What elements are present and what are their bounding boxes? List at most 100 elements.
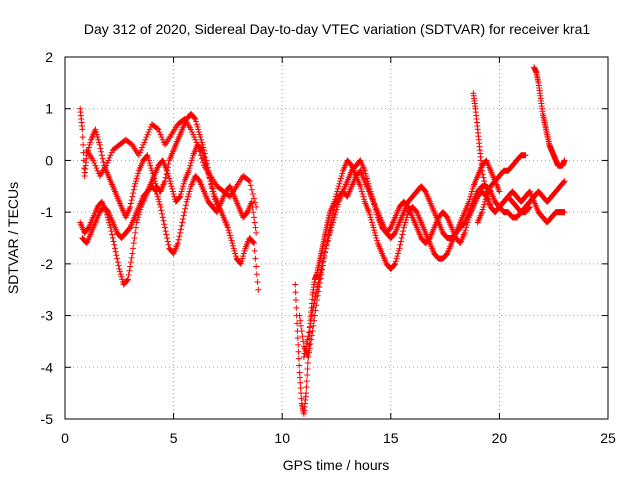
data-point [119,276,126,283]
data-point [181,209,188,216]
data-point [307,320,314,327]
data-point [160,217,167,224]
data-point [147,162,154,169]
data-point [180,180,187,187]
data-point [87,139,94,146]
data-point [193,118,200,125]
data-point [338,172,345,179]
data-point [421,187,428,194]
data-point [90,157,97,164]
data-point [92,162,99,169]
data-point [325,235,332,241]
data-point [178,188,185,195]
data-point [479,206,486,213]
data-point [398,235,405,241]
data-point [208,180,215,187]
data-point [400,224,407,231]
data-point [185,167,192,174]
data-point [130,186,137,193]
data-point [399,231,406,238]
data-point [303,343,310,350]
data-point [115,262,122,269]
data-point [319,262,326,269]
data-point [300,338,307,345]
data-point [193,121,200,128]
data-point [116,266,123,273]
data-point [157,203,164,210]
data-point [396,245,403,252]
data-point [481,178,488,185]
data-point [196,131,203,138]
data-point [126,267,133,274]
data-point [185,191,192,198]
data-point [145,157,152,164]
data-point [292,297,299,304]
data-point [187,160,194,167]
data-point [308,332,315,339]
data-point [393,255,400,262]
data-point [337,178,344,185]
data-point [479,167,486,174]
data-point [253,271,260,278]
data-point [95,136,102,143]
y-tick-label: 0 [45,152,53,168]
data-point [561,178,568,185]
data-point [154,125,161,132]
data-point [311,297,318,304]
data-point [182,205,189,212]
y-tick-label: -3 [41,308,54,324]
data-point [177,193,184,200]
data-point [177,191,184,198]
data-point [106,154,113,161]
data-point [186,188,193,195]
data-point [306,324,313,331]
data-point [130,240,137,247]
data-point [113,252,120,259]
data-point [197,134,204,141]
data-point [104,208,111,215]
data-point [305,333,312,340]
data-point [561,209,568,216]
data-point [126,225,133,232]
data-point [229,242,236,249]
data-point [294,334,301,341]
data-point [108,228,115,235]
data-point [293,304,300,311]
data-point [296,362,303,369]
data-point [360,193,367,200]
data-point [188,157,195,164]
data-point [81,165,88,172]
data-point [248,198,255,205]
data-point [86,141,93,148]
data-point [198,146,205,153]
data-point [106,222,113,229]
data-point [166,175,173,182]
data-point [295,355,302,362]
data-point [128,254,135,261]
data-point [361,196,368,203]
data-point [156,198,163,205]
data-point [357,183,364,190]
data-point [157,131,164,138]
data-point [174,240,181,247]
data-point [180,216,187,223]
data-point [227,235,234,241]
data-point [153,191,160,198]
data-point [94,167,101,174]
data-point [177,229,184,236]
data-point [85,225,92,232]
data-point [252,199,259,206]
data-point [164,235,171,241]
data-point [254,278,261,285]
data-point [387,225,394,232]
grid [65,57,608,419]
data-point [321,248,328,255]
data-point [129,250,136,257]
data-point [306,345,313,352]
data-point [241,247,248,254]
data-point [316,272,323,279]
data-point [228,237,235,244]
data-point [461,229,468,236]
data-point [108,149,115,156]
